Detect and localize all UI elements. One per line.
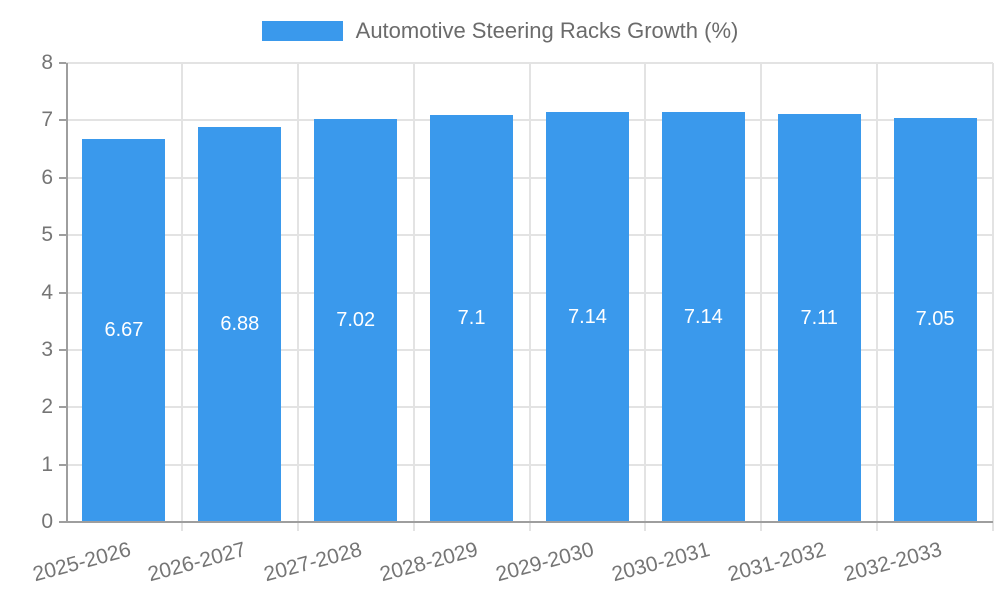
bar-value-label: 7.05 [915,308,955,331]
bar[interactable]: 7.05 [893,117,977,522]
x-axis-tick-label: 2029-2030 [493,538,597,587]
bar[interactable]: 7.14 [661,112,745,522]
x-axis-tick-label: 2028-2029 [377,538,481,587]
chart-legend[interactable]: Automotive Steering Racks Growth (%) [0,18,1000,44]
x-axis-tick-label: 2031-2032 [725,538,829,587]
y-axis-tick-label: 6 [41,165,53,189]
y-axis-tick-label: 2 [41,395,53,419]
bar[interactable]: 7.02 [314,119,398,522]
legend-label: Automotive Steering Racks Growth (%) [355,18,739,43]
y-tick-mark [59,62,66,64]
y-tick-mark [59,119,66,122]
x-gridline [180,63,183,531]
legend-swatch [261,21,343,41]
y-tick-mark [59,348,66,351]
x-gridline [296,63,299,531]
bar[interactable]: 6.88 [198,127,282,522]
y-axis-line [66,63,68,522]
y-tick-mark [59,463,66,466]
x-gridline [644,63,647,531]
bar-value-label: 6.88 [220,313,260,336]
y-axis-tick-label: 7 [41,108,53,132]
y-axis-tick-label: 5 [41,223,53,247]
y-tick-mark [59,176,66,179]
x-axis-tick-label: 2027-2028 [261,538,365,587]
y-tick-mark [59,406,66,409]
bar-value-label: 7.14 [567,305,607,328]
x-axis-tick-label: 2030-2031 [609,538,713,587]
x-axis-tick-label: 2026-2027 [145,538,249,587]
x-gridline [876,63,879,531]
bar-value-label: 7.02 [336,309,376,332]
x-axis-tick-label: 2032-2033 [841,538,945,587]
y-tick-mark [59,234,66,237]
bar-value-label: 7.14 [683,305,723,328]
y-axis-tick-label: 8 [41,51,53,74]
x-axis-line [59,521,993,523]
x-gridline [528,63,531,531]
bar[interactable]: 7.11 [777,114,861,522]
y-axis-tick-label: 0 [41,510,53,533]
bar[interactable]: 7.1 [430,114,514,522]
x-gridline [760,63,763,531]
y-axis-tick-label: 3 [41,337,53,361]
x-axis-tick-label: 2025-2026 [29,538,133,587]
y-axis-tick-label: 4 [41,280,53,304]
x-gridline [992,63,994,531]
y-axis-tick-label: 1 [41,452,53,476]
bar-value-label: 7.11 [800,306,838,329]
bar[interactable]: 7.14 [545,112,629,522]
x-gridline [412,63,415,531]
bar-value-label: 7.1 [457,306,486,329]
bar-value-label: 6.67 [104,319,144,342]
y-tick-mark [59,291,66,294]
bar[interactable]: 6.67 [82,139,166,522]
